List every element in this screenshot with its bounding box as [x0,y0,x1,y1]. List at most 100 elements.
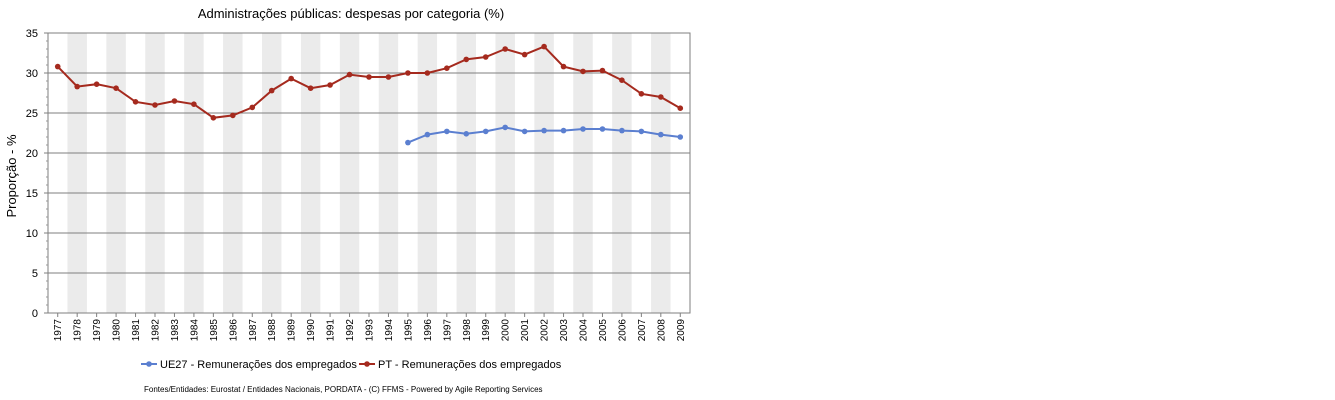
data-point [463,131,470,137]
data-point [424,70,431,76]
x-tick-label: 1980 [112,319,123,342]
data-point [658,131,664,138]
x-tick-label: 1982 [151,319,162,342]
data-point [638,91,645,97]
data-point [638,128,645,135]
data-point [541,127,547,134]
data-point [482,54,489,60]
legend: UE27 - Remunerações dos empregados PT - … [141,359,562,371]
year-band [339,33,360,313]
data-point [405,70,411,76]
y-tick-label: 30 [26,68,38,80]
x-tick-label: 2007 [637,319,648,342]
data-point [385,74,392,80]
data-point [249,104,256,111]
y-tick-label: 10 [26,228,38,240]
data-point [599,67,606,74]
data-point [541,43,547,50]
y-axis-label: Proporção - % [4,134,19,218]
data-point [366,74,372,80]
year-band [612,33,632,313]
data-point [677,134,684,140]
year-band [145,33,165,313]
year-band [573,33,593,313]
data-point [560,63,567,70]
data-point [658,94,664,100]
data-point [230,112,236,119]
y-tick-label: 0 [32,308,38,320]
x-tick-label: 2001 [520,319,531,342]
year-band [651,33,671,313]
x-tick-label: 1988 [267,319,278,342]
legend-marker-pt [364,361,370,367]
x-tick-label: 1981 [131,319,142,342]
year-band [534,33,554,313]
x-tick-label: 2003 [559,319,570,342]
x-tick-label: 2004 [579,319,590,342]
data-point [268,87,275,94]
year-band [495,33,515,313]
data-point [74,83,80,90]
data-point [444,65,450,71]
data-point [502,124,508,131]
legend-item-pt: PT - Remunerações dos empregados [359,359,562,371]
x-tick-label: 1992 [345,319,356,342]
data-point [405,139,411,146]
x-tick-label: 1983 [170,319,181,342]
legend-item-ue27: UE27 - Remunerações dos empregados [141,359,357,371]
x-tick-label: 2006 [617,319,628,342]
x-tick-label: 1991 [326,319,337,342]
y-tick-label: 20 [26,148,38,160]
data-point [560,127,567,134]
data-point [54,63,61,70]
year-band [67,33,87,313]
y-tick-labels: 0 5 10 15 20 25 30 35 [26,28,38,320]
x-tick-label: 1985 [209,319,220,342]
data-point [580,68,586,75]
alternating-year-bands [67,33,671,313]
data-point [502,46,508,52]
x-tick-label: 2002 [540,319,551,342]
data-point [132,99,139,105]
y-minor-ticks [46,40,48,306]
data-point [463,56,470,63]
year-band [300,33,321,313]
data-point [93,81,100,87]
y-tick-label: 25 [26,108,38,120]
x-tick-labels: 1977 1978 1979 1980 1981 1982 1983 1984 1985 1986… [53,313,687,341]
y-tick-label: 15 [26,188,38,200]
year-band [262,33,282,313]
legend-label-pt: PT - Remunerações dos empregados [378,359,562,371]
data-point [482,128,489,135]
x-tick-label: 1986 [228,319,239,342]
series-1 [54,43,684,121]
y-tick-label: 35 [26,28,38,40]
x-tick-label: 1994 [384,319,395,342]
x-tick-label: 1979 [92,319,103,342]
x-tick-label: 1993 [365,319,376,342]
x-tick-label: 1977 [53,319,64,342]
chart-title: Administrações públicas: despesas por ca… [198,6,504,21]
data-point [327,82,333,88]
year-band [106,33,126,313]
data-point [210,115,217,121]
data-point [619,127,625,134]
x-tick-label: 1998 [462,319,473,342]
series-0 [405,124,684,146]
data-point [191,101,197,107]
year-band [417,33,438,313]
x-tick-label: 1997 [442,319,453,342]
data-point [424,131,431,138]
data-point [521,128,528,135]
x-tick-label: 1999 [481,319,492,342]
year-band [184,33,204,313]
series-layer [54,43,684,146]
source-note: Fontes/Entidades: Eurostat / Entidades N… [144,385,543,394]
data-point [346,71,353,78]
data-point [152,102,158,108]
x-tick-label: 2008 [656,319,667,342]
data-point [677,105,684,111]
data-point [580,126,586,132]
gridlines [44,32,690,314]
